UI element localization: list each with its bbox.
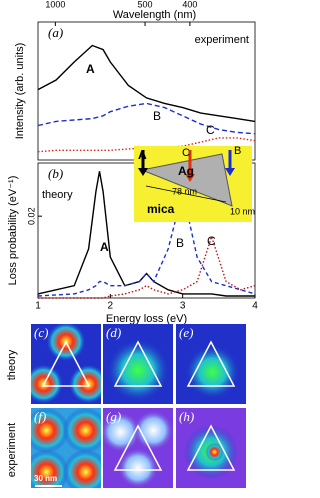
map-image [176,408,246,488]
series-line [37,102,256,135]
panel-text: experiment [195,34,249,46]
panel-label: (b) [48,166,63,181]
inset-label: A [138,148,147,162]
triangle-outline [113,340,163,387]
row-label: theory [6,349,18,380]
map-spot [31,449,70,488]
series-label: C [207,234,216,248]
triangle-outline [113,424,163,471]
triangle [140,153,233,207]
y-axis-label: Intensity (arb. units) [14,43,26,140]
panel-label: (c) [34,325,48,340]
arrow-head [138,168,148,176]
x2-axis-label: Wavelength (nm) [113,9,196,21]
y-axis-label: Loss probability (eV⁻¹) [7,176,19,286]
x-axis-label: Energy loss (eV) [106,313,187,325]
map-image [176,324,246,404]
scale-label: 30 nm [34,474,57,483]
map-image [103,408,173,488]
inset-label: 78 nm [172,186,197,196]
series-label: C [206,123,215,137]
series-label: B [176,236,184,250]
triangle-outline [186,340,236,387]
inset-label: B [234,145,241,157]
map-spot [117,447,159,488]
x2-tick-label: 500 [138,0,153,9]
arrow-head [185,174,195,182]
map-spot [205,442,224,462]
map-spot [62,449,101,488]
maps: theory experiment (c) (d) (e) (f) (g) (h) 30 n… [6,324,246,488]
dimension [145,185,227,203]
panel-label: (f) [34,409,46,424]
series-line [37,44,256,123]
triangle-outline [186,424,236,471]
map-spot [31,363,64,404]
map-spot [133,410,173,451]
map-image [31,324,101,404]
series-label: A [100,240,109,254]
map-spot [106,338,170,403]
series-line [38,234,256,299]
map-image [103,324,173,404]
y-tick-label: 0.02 [26,207,36,225]
panel-text: theory [42,189,73,201]
map-spot [68,363,101,404]
x-tick-label: 2 [108,301,114,312]
x-tick-label: 1 [35,301,41,312]
panel-label: (e) [179,325,193,340]
inset: A Ag C B 78 nm 10 nm mica [134,145,255,222]
map-spot [62,408,101,454]
inset-label: C [182,147,190,159]
row-label: experiment [6,423,18,477]
series-line [37,191,256,297]
panel-label: (a) [48,25,63,40]
panel-label: (d) [106,325,121,340]
x-tick-label: 3 [180,301,186,312]
map-spot [103,411,141,453]
inset-label: mica [147,202,175,216]
x2-tick-label: 1000 [45,0,65,9]
series-label: B [153,109,161,123]
map-spot [185,344,240,400]
inset-label: 10 nm [230,206,255,216]
triangle-outline [41,340,91,387]
panel-label: (h) [179,409,194,424]
panel-label: (g) [106,409,121,424]
series-line [37,171,255,297]
x-tick-label: 4 [252,301,258,312]
x2-tick-label: 400 [182,0,197,9]
series-label: A [86,62,95,76]
figure: Intensity (arb. units) (a) experiment 1000 5… [6,0,258,488]
map-spot [31,408,70,454]
series-line [37,137,256,153]
arrow-head [225,168,235,176]
inset-label: Ag [178,164,194,178]
map-image [31,408,101,488]
